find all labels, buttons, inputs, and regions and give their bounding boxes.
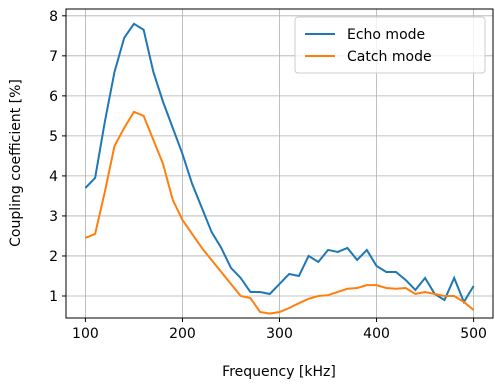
y-tick-label: 1 (49, 289, 58, 305)
legend-label: Catch mode (347, 49, 432, 65)
line (84, 22, 475, 305)
x-axis-label: Frequency [kHz] (222, 364, 336, 380)
legend: Echo mode Catch mode (294, 16, 486, 74)
y-tick-label: 2 (49, 249, 58, 265)
y-tick-label: 5 (49, 129, 58, 145)
legend-label: Echo mode (347, 27, 425, 43)
y-tick-label: 7 (49, 49, 58, 65)
plot-frame (65, 8, 494, 319)
x-tick-label: 300 (266, 326, 293, 342)
y-axis-label: Coupling coefficient [%] (8, 79, 24, 247)
y-tick-label: 8 (49, 9, 58, 25)
x-tick-label: 500 (460, 326, 487, 342)
x-tick-label: 100 (72, 326, 99, 342)
legend-box (294, 16, 486, 74)
y-tick-label: 4 (49, 169, 58, 185)
line (85, 110, 475, 315)
y-tick-label: 6 (49, 89, 58, 105)
x-tick-label: 400 (363, 326, 390, 342)
x-tick-label: 200 (169, 326, 196, 342)
y-tick-label: 3 (49, 209, 58, 225)
